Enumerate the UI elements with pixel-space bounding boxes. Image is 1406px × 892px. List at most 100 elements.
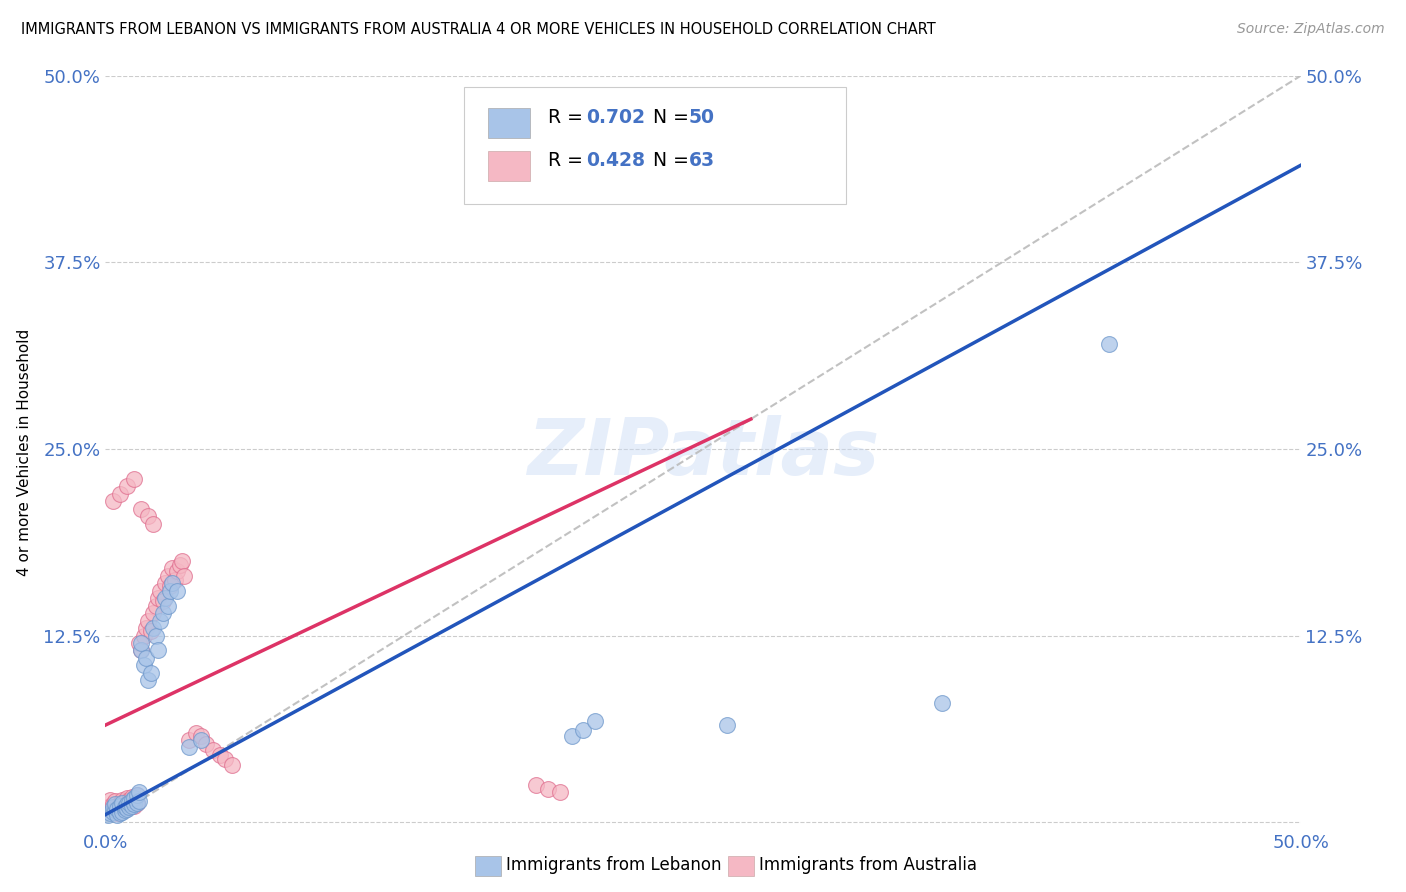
Point	[221, 758, 243, 772]
Point	[132, 628, 155, 642]
Text: Source: ZipAtlas.com: Source: ZipAtlas.com	[1237, 22, 1385, 37]
Point	[115, 798, 138, 813]
Point	[152, 594, 174, 608]
Point	[121, 793, 143, 807]
Point	[163, 574, 186, 588]
Point	[125, 789, 148, 803]
Point	[114, 803, 136, 817]
Point	[125, 796, 148, 810]
Point	[98, 793, 121, 807]
Point	[129, 501, 153, 516]
Point	[139, 624, 162, 638]
Point	[118, 793, 141, 807]
Point	[104, 803, 127, 817]
Point	[107, 806, 129, 821]
Point	[931, 696, 953, 710]
Point	[122, 798, 145, 813]
Point	[1098, 337, 1121, 351]
Point	[128, 636, 150, 650]
Point	[111, 800, 134, 814]
Point	[118, 796, 141, 810]
Point	[146, 643, 169, 657]
Point	[190, 733, 212, 747]
Point	[156, 569, 179, 583]
Text: 63: 63	[689, 152, 714, 170]
Point	[108, 798, 131, 813]
Point	[115, 791, 138, 805]
Point	[114, 800, 136, 814]
Point	[108, 806, 131, 821]
Point	[152, 606, 174, 620]
Point	[142, 621, 165, 635]
Point	[177, 740, 201, 755]
Point	[115, 797, 138, 812]
Point	[101, 805, 124, 819]
Point	[125, 796, 148, 810]
Point	[101, 800, 124, 814]
Point	[118, 800, 141, 814]
Point	[138, 509, 160, 524]
Point	[536, 782, 558, 797]
Point	[111, 793, 134, 807]
Point	[153, 576, 177, 591]
Point	[121, 797, 143, 812]
Point	[138, 673, 160, 688]
Point	[121, 798, 143, 813]
Point	[524, 778, 547, 792]
FancyBboxPatch shape	[464, 87, 846, 204]
Point	[107, 807, 129, 822]
Text: ZIPatlas: ZIPatlas	[527, 415, 879, 491]
Point	[190, 729, 212, 743]
Point	[118, 800, 141, 814]
Point	[97, 800, 120, 814]
FancyBboxPatch shape	[488, 108, 530, 138]
Point	[101, 797, 124, 812]
Text: 50: 50	[689, 108, 714, 127]
Point	[107, 802, 129, 816]
Point	[214, 752, 236, 766]
Text: IMMIGRANTS FROM LEBANON VS IMMIGRANTS FROM AUSTRALIA 4 OR MORE VEHICLES IN HOUSE: IMMIGRANTS FROM LEBANON VS IMMIGRANTS FR…	[21, 22, 936, 37]
Point	[139, 665, 162, 680]
Point	[114, 794, 136, 808]
Point	[145, 628, 167, 642]
Point	[104, 794, 127, 808]
Point	[104, 802, 127, 816]
FancyBboxPatch shape	[488, 151, 530, 181]
Point	[135, 651, 157, 665]
Point	[125, 789, 148, 803]
Point	[128, 794, 150, 808]
Text: N =: N =	[652, 108, 695, 127]
Point	[153, 591, 177, 606]
Point	[107, 798, 129, 813]
Point	[186, 725, 208, 739]
Text: 0.428: 0.428	[586, 152, 645, 170]
Text: N =: N =	[652, 152, 695, 170]
Text: R =: R =	[547, 108, 589, 127]
Point	[145, 599, 167, 613]
Point	[129, 643, 153, 657]
Point	[166, 583, 188, 598]
Point	[129, 643, 153, 657]
Point	[560, 729, 583, 743]
Point	[111, 805, 134, 819]
Point	[162, 576, 184, 591]
Y-axis label: 4 or more Vehicles in Household: 4 or more Vehicles in Household	[17, 329, 32, 576]
Point	[132, 658, 155, 673]
Point	[122, 797, 145, 812]
Point	[129, 636, 153, 650]
Point	[146, 591, 169, 606]
Point	[122, 791, 145, 805]
Point	[572, 723, 595, 737]
Point	[142, 606, 165, 620]
Point	[115, 802, 138, 816]
Point	[156, 599, 179, 613]
Text: 0.702: 0.702	[586, 108, 645, 127]
Point	[173, 569, 195, 583]
Point	[138, 614, 160, 628]
Point	[122, 472, 145, 486]
Point	[159, 583, 181, 598]
Point	[122, 791, 145, 805]
Point	[716, 718, 738, 732]
Point	[128, 785, 150, 799]
Point	[170, 554, 193, 568]
